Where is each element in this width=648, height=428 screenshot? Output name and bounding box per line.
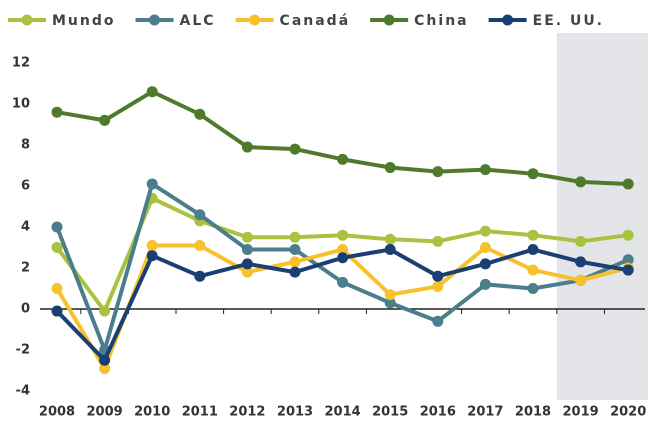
y-tick-label: 6 — [21, 179, 30, 194]
data-point — [194, 270, 206, 282]
y-tick-label: 4 — [21, 220, 30, 235]
series-line — [55, 243, 629, 371]
data-point — [241, 244, 253, 256]
data-point — [337, 252, 349, 264]
data-point — [575, 274, 587, 286]
data-point — [527, 229, 539, 241]
data-point — [337, 276, 349, 288]
x-tick-label: 2010 — [134, 405, 170, 420]
x-tick-label: 2014 — [325, 405, 361, 420]
data-point — [527, 168, 539, 180]
data-point — [527, 264, 539, 276]
data-point — [99, 362, 111, 374]
data-point — [479, 242, 491, 253]
data-point — [99, 114, 111, 126]
data-point — [289, 143, 301, 155]
data-point — [432, 280, 444, 292]
data-point — [241, 266, 253, 278]
data-point — [146, 239, 158, 251]
data-point — [575, 256, 587, 268]
data-point — [146, 86, 158, 98]
data-point — [241, 231, 253, 243]
data-point — [146, 250, 158, 262]
data-point — [51, 305, 63, 317]
data-point — [337, 153, 349, 165]
series-line — [56, 89, 629, 186]
data-point — [194, 239, 206, 251]
data-point — [432, 166, 444, 178]
y-tick-label: 10 — [12, 97, 30, 112]
y-tick-label: 8 — [21, 138, 30, 153]
legend-label: ALC — [180, 13, 216, 29]
data-point — [432, 315, 444, 327]
data-point — [479, 225, 491, 237]
data-point — [622, 178, 634, 190]
data-point — [479, 164, 491, 176]
x-tick-label: 2019 — [563, 405, 599, 420]
data-point — [51, 242, 63, 253]
x-tick-label: 2017 — [467, 405, 503, 420]
data-point — [194, 209, 206, 221]
legend-marker — [383, 14, 395, 26]
data-point — [289, 244, 301, 256]
x-tick-label: 2018 — [515, 405, 551, 420]
data-point — [99, 354, 111, 366]
data-point — [384, 244, 396, 256]
data-point — [479, 278, 491, 290]
y-tick-label: -2 — [16, 343, 30, 358]
x-tick-label: 2008 — [39, 405, 75, 420]
data-point — [194, 108, 206, 120]
x-tick-label: 2009 — [87, 405, 123, 420]
data-point — [51, 283, 63, 294]
data-point — [622, 264, 634, 276]
y-tick-label: 0 — [21, 302, 30, 317]
x-tick-label: 2011 — [182, 405, 218, 420]
data-point — [432, 235, 444, 247]
data-point — [146, 178, 158, 190]
legend-marker — [149, 14, 161, 26]
legend-label: Mundo — [52, 13, 116, 29]
data-point — [289, 266, 301, 278]
data-point — [241, 258, 253, 270]
legend-label: EE. UU. — [533, 13, 604, 29]
x-tick-label: 2012 — [229, 405, 265, 420]
legend-marker — [21, 14, 33, 26]
y-tick-label: -4 — [16, 384, 30, 399]
data-point — [337, 244, 349, 256]
data-point — [622, 229, 634, 241]
x-tick-label: 2013 — [277, 405, 313, 420]
data-point — [527, 283, 539, 294]
legend-label: Canadá — [280, 13, 351, 29]
x-tick-label: 2016 — [420, 405, 456, 420]
legend-marker — [249, 14, 261, 26]
data-point — [99, 305, 111, 317]
data-point — [241, 141, 253, 153]
data-point — [622, 254, 634, 266]
data-point — [289, 231, 301, 243]
data-point — [384, 162, 396, 174]
forecast-shade — [556, 33, 648, 400]
data-point — [51, 221, 63, 233]
data-point — [432, 270, 444, 282]
data-point — [575, 235, 587, 247]
data-point — [527, 244, 539, 256]
data-point — [575, 176, 587, 188]
y-tick-label: 2 — [21, 261, 30, 276]
x-tick-label: 2015 — [372, 405, 408, 420]
data-point — [51, 106, 63, 118]
data-point — [289, 256, 301, 268]
x-tick-label: 2020 — [610, 405, 646, 420]
legend-label: China — [414, 13, 468, 29]
data-point — [479, 258, 491, 270]
data-point — [384, 233, 396, 245]
data-point — [337, 229, 349, 241]
data-point — [384, 297, 396, 309]
legend-marker — [502, 14, 514, 26]
y-tick-label: 12 — [12, 56, 30, 71]
data-point — [384, 289, 396, 301]
